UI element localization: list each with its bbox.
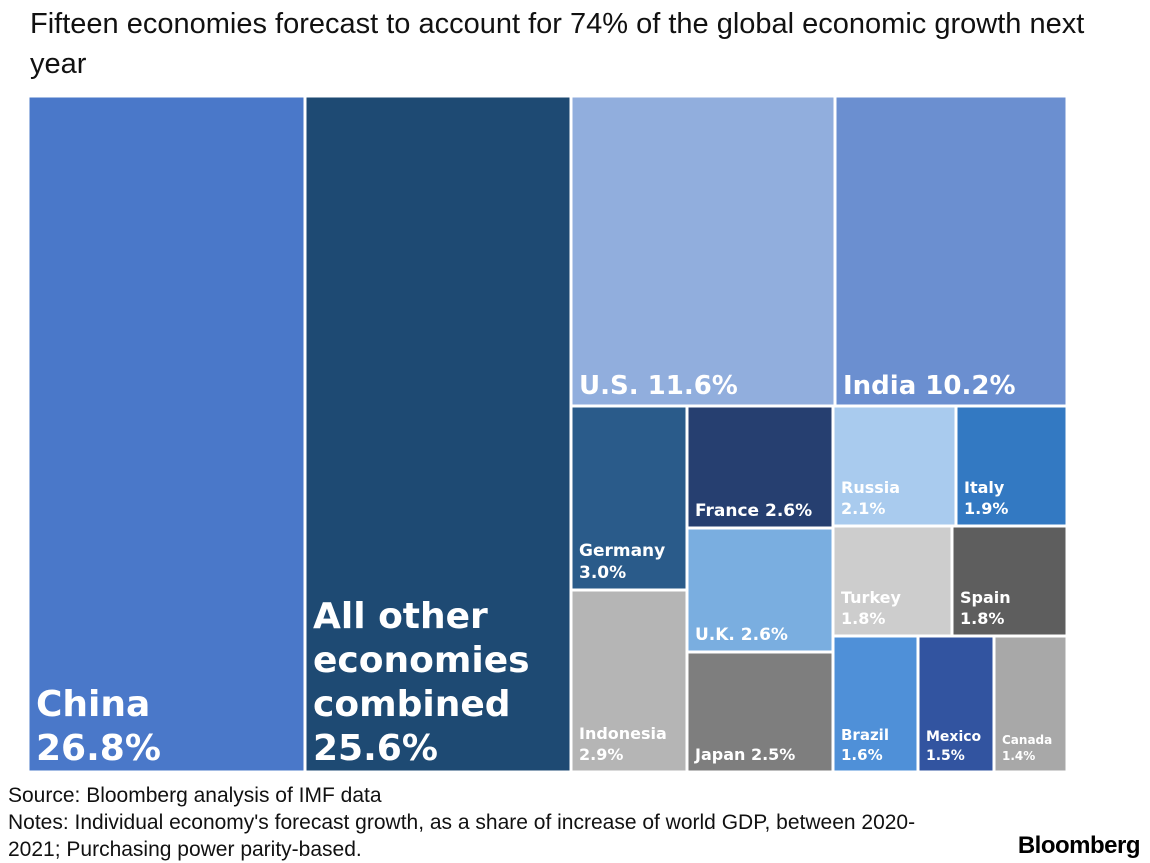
treemap-label-russia: Russia [841,478,900,497]
treemap-cell-japan [685,650,835,774]
treemap-label-turkey: 1.8% [841,609,885,628]
treemap-cell-all-other-economies-combined [303,94,573,774]
treemap-cell-indonesia [569,588,689,774]
treemap-label-all-other-economies-combined: economies [313,640,530,681]
treemap-label-canada: Canada [1002,733,1052,747]
treemap-cell-brazil [831,634,920,774]
chart-footer: Source: Bloomberg analysis of IMF data N… [8,782,928,863]
treemap-label-turkey: Turkey [841,588,902,607]
treemap-label-canada: 1.4% [1002,749,1035,763]
treemap-label-mexico: 1.5% [926,748,965,764]
treemap-label-germany: Germany [579,541,665,561]
treemap-label-all-other-economies-combined: combined [313,684,511,725]
treemap-label-spain: Spain [960,588,1011,607]
treemap-label-brazil: 1.6% [841,746,883,764]
treemap-cell-u-k [685,526,835,654]
treemap-label-germany: 3.0% [579,563,626,583]
treemap-cell-canada [992,634,1069,774]
treemap-label-italy: 1.9% [964,499,1008,518]
treemap-label-mexico: Mexico [926,729,982,745]
bloomberg-logo: Bloomberg [1017,832,1141,859]
treemap-cell-mexico [916,634,996,774]
treemap-cell-spain [950,524,1069,638]
source-note: Source: Bloomberg analysis of IMF data [8,784,382,807]
treemap-cell-italy [954,404,1069,528]
treemap-label-all-other-economies-combined: All other [313,596,488,637]
treemap-label-france: France 2.6% [695,501,812,521]
treemap-label-italy: Italy [964,478,1005,497]
treemap-label-spain: 1.8% [960,609,1004,628]
treemap-label-china: China [36,684,150,725]
treemap-label-indonesia: 2.9% [579,745,623,764]
treemap-label-japan: Japan 2.5% [694,745,795,764]
treemap-cell-turkey [831,524,954,638]
treemap-label-china: 26.8% [36,728,161,769]
treemap-label-brazil: Brazil [841,726,889,744]
treemap-cell-u-s [569,94,837,408]
treemap-label-u-s: U.S. 11.6% [579,371,738,401]
chart-title: Fifteen economies forecast to account fo… [30,8,1085,80]
treemap-label-india: India 10.2% [843,371,1016,401]
treemap-label-all-other-economies-combined: 25.6% [313,728,438,769]
notes-text: Notes: Individual economy's forecast gro… [8,811,916,861]
treemap-label-indonesia: Indonesia [579,724,667,743]
treemap-cell-india [833,94,1069,408]
treemap-label-russia: 2.1% [841,499,885,518]
treemap-cell-china [26,94,307,774]
treemap-label-u-k: U.K. 2.6% [695,625,788,645]
